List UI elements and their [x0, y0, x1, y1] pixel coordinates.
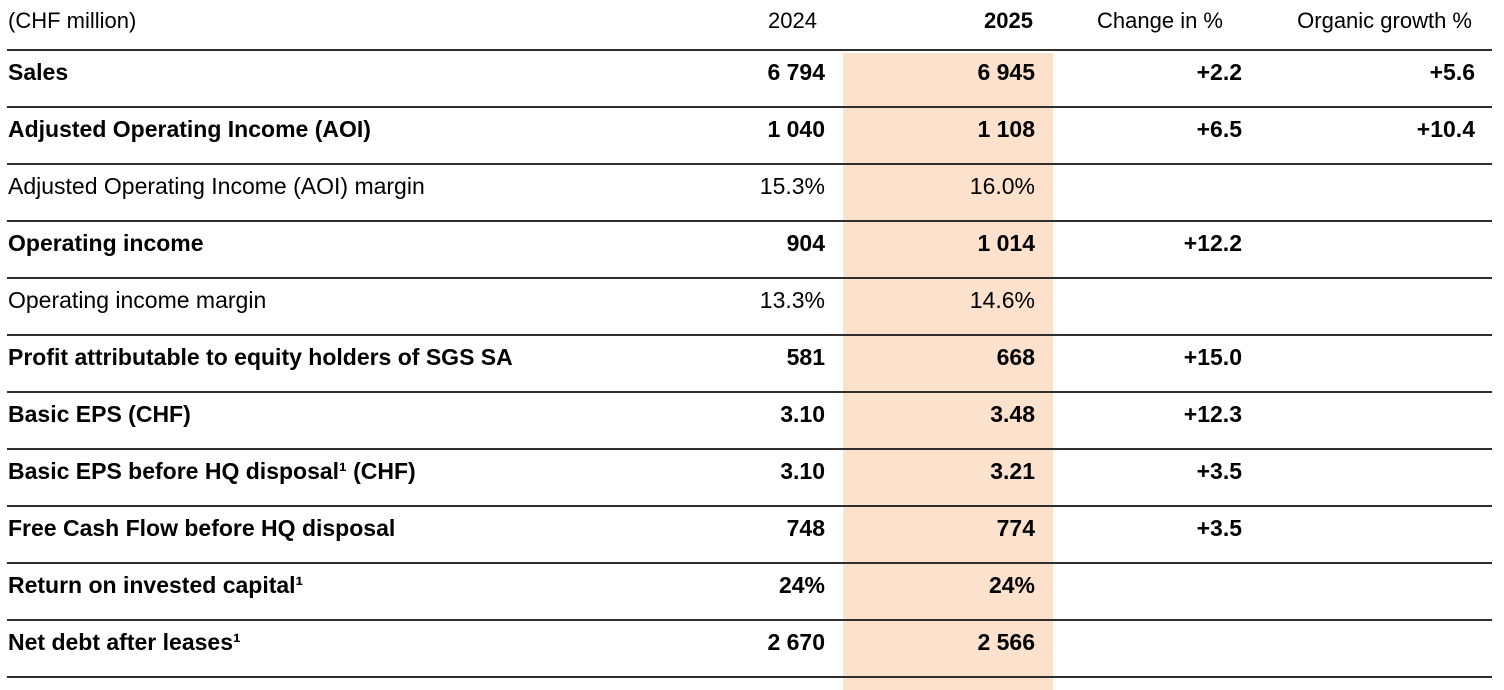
value-2025: 1 014	[843, 222, 1053, 279]
value-2024: 3.10	[690, 450, 843, 507]
row-label: Profit attributable to equity holders of…	[7, 336, 690, 393]
value-2025: 6 945	[843, 51, 1053, 108]
row-label: Operating income margin	[7, 279, 690, 336]
value-change-pct	[1053, 621, 1253, 678]
value-2024: 15.3%	[690, 165, 843, 222]
value-2024: 3.10	[690, 393, 843, 450]
value-change-pct: +15.0	[1053, 336, 1253, 393]
table-row: Basic EPS before HQ disposal¹ (CHF) 3.10…	[7, 450, 1492, 507]
value-organic-pct	[1253, 222, 1492, 279]
value-2025: 16.0%	[843, 165, 1053, 222]
row-label: Net debt after leases¹	[7, 621, 690, 678]
value-2024: 904	[690, 222, 843, 279]
value-2025: 3.21	[843, 450, 1053, 507]
value-2025: 668	[843, 336, 1053, 393]
table-row: Free Cash Flow before HQ disposal 748 77…	[7, 507, 1492, 564]
value-organic-pct	[1253, 450, 1492, 507]
value-organic-pct	[1253, 564, 1492, 621]
value-change-pct	[1053, 564, 1253, 621]
row-label: Basic EPS (CHF)	[7, 393, 690, 450]
value-2025: 14.6%	[843, 279, 1053, 336]
financial-results-table: (CHF million) 2024 2025 Change in % Orga…	[7, 0, 1492, 678]
table-row: Return on invested capital¹ 24% 24%	[7, 564, 1492, 621]
value-2025: 1 108	[843, 108, 1053, 165]
row-label: Adjusted Operating Income (AOI)	[7, 108, 690, 165]
value-2025: 3.48	[843, 393, 1053, 450]
value-organic-pct: +5.6	[1253, 51, 1492, 108]
unit-label: (CHF million)	[7, 0, 690, 51]
value-2024: 748	[690, 507, 843, 564]
col-2025-header: 2025	[843, 0, 1053, 51]
table-row: Net debt after leases¹ 2 670 2 566	[7, 621, 1492, 678]
value-2024: 24%	[690, 564, 843, 621]
table-row: Basic EPS (CHF) 3.10 3.48 +12.3	[7, 393, 1492, 450]
row-label: Adjusted Operating Income (AOI) margin	[7, 165, 690, 222]
value-2025: 2 566	[843, 621, 1053, 678]
row-label: Operating income	[7, 222, 690, 279]
value-2025: 774	[843, 507, 1053, 564]
value-change-pct: +3.5	[1053, 507, 1253, 564]
value-change-pct: +12.2	[1053, 222, 1253, 279]
value-change-pct: +2.2	[1053, 51, 1253, 108]
row-label: Free Cash Flow before HQ disposal	[7, 507, 690, 564]
value-2024: 6 794	[690, 51, 843, 108]
value-change-pct: +3.5	[1053, 450, 1253, 507]
table-row: Adjusted Operating Income (AOI) 1 040 1 …	[7, 108, 1492, 165]
value-2024: 2 670	[690, 621, 843, 678]
row-label: Basic EPS before HQ disposal¹ (CHF)	[7, 450, 690, 507]
value-organic-pct	[1253, 279, 1492, 336]
table-body: Sales 6 794 6 945 +2.2 +5.6 Adjusted Ope…	[7, 51, 1492, 678]
value-organic-pct	[1253, 507, 1492, 564]
table-row: Adjusted Operating Income (AOI) margin 1…	[7, 165, 1492, 222]
col-2024-header: 2024	[690, 0, 843, 51]
value-organic-pct	[1253, 621, 1492, 678]
col-organic-header: Organic growth %	[1253, 0, 1492, 51]
row-label: Return on invested capital¹	[7, 564, 690, 621]
col-change-header: Change in %	[1053, 0, 1253, 51]
value-organic-pct	[1253, 336, 1492, 393]
value-2024: 13.3%	[690, 279, 843, 336]
value-change-pct	[1053, 279, 1253, 336]
value-2024: 1 040	[690, 108, 843, 165]
table-row: Operating income 904 1 014 +12.2	[7, 222, 1492, 279]
table-row: Sales 6 794 6 945 +2.2 +5.6	[7, 51, 1492, 108]
header-row: (CHF million) 2024 2025 Change in % Orga…	[7, 0, 1492, 51]
value-change-pct: +6.5	[1053, 108, 1253, 165]
2025-column-highlight	[843, 53, 1053, 690]
value-organic-pct: +10.4	[1253, 108, 1492, 165]
table-row: Operating income margin 13.3% 14.6%	[7, 279, 1492, 336]
value-2024: 581	[690, 336, 843, 393]
value-organic-pct	[1253, 165, 1492, 222]
row-label: Sales	[7, 51, 690, 108]
value-2025: 24%	[843, 564, 1053, 621]
value-change-pct: +12.3	[1053, 393, 1253, 450]
table-row: Profit attributable to equity holders of…	[7, 336, 1492, 393]
value-organic-pct	[1253, 393, 1492, 450]
value-change-pct	[1053, 165, 1253, 222]
